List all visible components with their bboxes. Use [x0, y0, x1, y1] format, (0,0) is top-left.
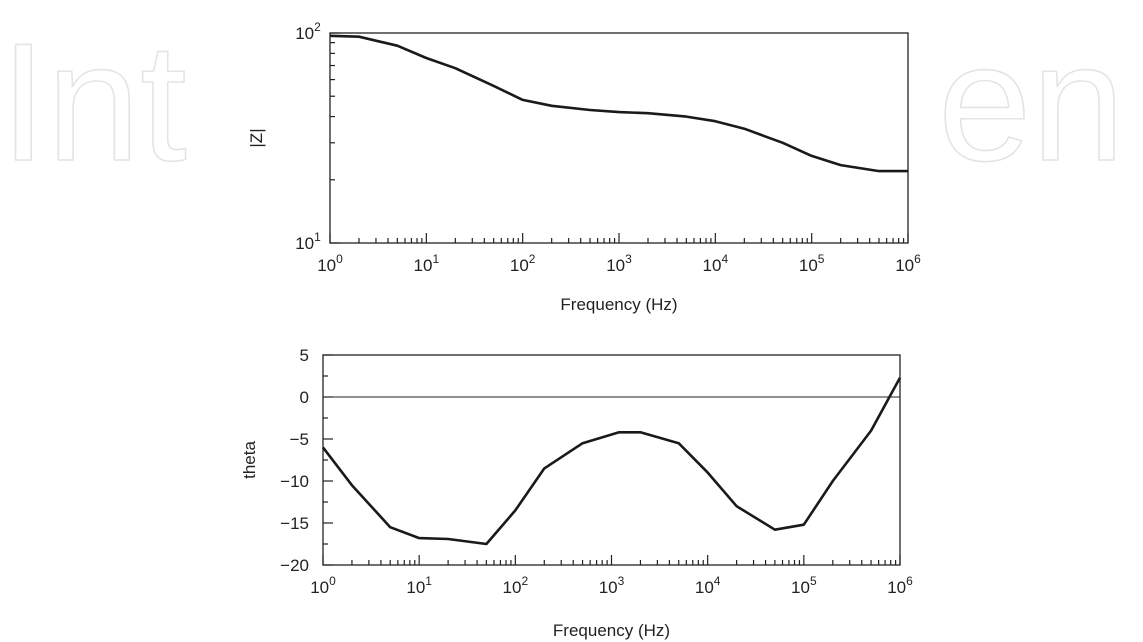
- phase-angle-chart: 100 101 102 103 104 105 106 5 0 −5 −10 −15 −20 Freque…: [240, 346, 913, 640]
- x-tick-label: 105: [791, 574, 817, 597]
- y-axis-label: |Z|: [247, 128, 266, 147]
- x-tick-label: 101: [406, 574, 432, 597]
- x-tick-label: 103: [606, 252, 632, 275]
- series-line: [321, 377, 902, 546]
- watermark-left: Int: [0, 8, 187, 196]
- plot-frame: [329, 32, 909, 244]
- x-tick-label: 103: [599, 574, 625, 597]
- series-line: [329, 34, 908, 173]
- y-tick-label: −15: [280, 514, 309, 533]
- y-axis-label: theta: [240, 441, 259, 479]
- x-axis-label: Frequency (Hz): [560, 295, 677, 314]
- x-tick-label: 101: [414, 252, 440, 275]
- x-tick-label: 104: [695, 574, 721, 597]
- x-tick-label: 105: [799, 252, 825, 275]
- y-tick-label: −5: [290, 430, 309, 449]
- x-tick-label: 106: [887, 574, 913, 597]
- y-tick-label: 5: [300, 346, 309, 365]
- x-tick-label: 100: [317, 252, 343, 275]
- watermark-right: en: [938, 8, 1125, 196]
- x-tick-label: 102: [510, 252, 536, 275]
- y-tick-label: 0: [300, 388, 309, 407]
- y-tick-label: −20: [280, 556, 309, 575]
- watermark: Int en: [0, 7, 1126, 197]
- x-tick-label: 102: [503, 574, 529, 597]
- x-tick-label: 100: [310, 574, 336, 597]
- x-axis-label: Frequency (Hz): [553, 621, 670, 640]
- y-tick-label: 102: [295, 20, 321, 43]
- y-tick-label: −10: [280, 472, 309, 491]
- x-tick-label: 106: [895, 252, 921, 275]
- y-tick-label: 101: [295, 230, 321, 253]
- x-tick-label: 104: [703, 252, 729, 275]
